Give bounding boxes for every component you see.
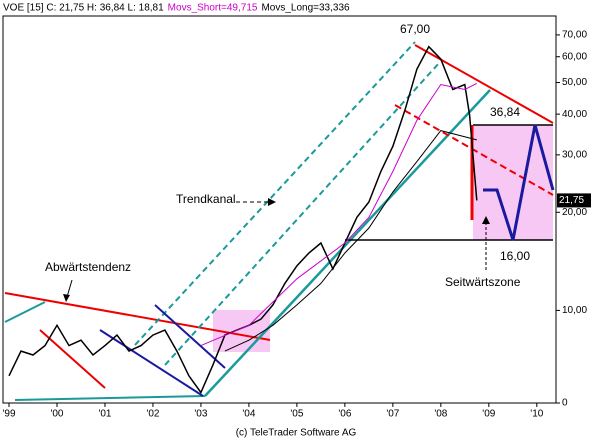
trend-line <box>14 395 206 401</box>
annotation: 36,84 <box>490 105 520 119</box>
trend-line <box>394 104 554 196</box>
y-tick-label: 60,00 <box>562 51 587 62</box>
y-tick-label: 40,00 <box>562 109 587 120</box>
plot-frame <box>2 15 557 404</box>
x-tick-label: '08 <box>434 409 447 420</box>
annotation: Trendkanal <box>176 192 236 206</box>
projection <box>483 124 555 241</box>
arrow-head <box>63 294 70 302</box>
y-tick-label: 50,00 <box>562 77 587 88</box>
arrow-head <box>268 198 276 206</box>
trend-line <box>4 292 271 341</box>
x-tick-label: '01 <box>98 409 111 420</box>
legend-entry: Movs_Long=33,336 <box>261 3 350 14</box>
price-line <box>200 82 478 347</box>
last-price-box <box>557 193 591 208</box>
drawings <box>4 41 555 401</box>
trend-line <box>204 89 491 397</box>
trend-line <box>4 301 46 323</box>
arrow <box>66 279 73 298</box>
trend-channel <box>134 41 416 346</box>
x-tick-label: '10 <box>530 409 543 420</box>
y-tick-label: 30,00 <box>562 150 587 161</box>
annotation: Abwärtstendenz <box>45 260 131 274</box>
x-tick-label: '06 <box>338 409 351 420</box>
annotation: 16,00 <box>500 249 530 263</box>
arrow-head <box>482 216 490 224</box>
price-line <box>224 130 477 352</box>
y-tick-label: 0 <box>562 398 568 409</box>
last-price-label: 21,75 <box>559 195 584 206</box>
legend: VOE [15] C: 21,75 H: 36,84 L: 18,81 Movs_… <box>3 3 350 14</box>
x-tick-label: '99 <box>2 409 15 420</box>
y-tick-label: 70,00 <box>562 30 587 41</box>
x-tick-label: '07 <box>386 409 399 420</box>
x-tick-label: '03 <box>194 409 207 420</box>
x-tick-label: '00 <box>50 409 63 420</box>
trend-line <box>414 44 554 124</box>
trend-line <box>39 329 106 389</box>
legend-entry: VOE [15] C: 21,75 H: 36,84 L: 18,81 <box>3 3 164 14</box>
footer: (c) TeleTrader Software AG <box>236 428 357 439</box>
y-tick-label: 10,00 <box>562 305 587 316</box>
x-tick-label: '02 <box>146 409 159 420</box>
x-tick-label: '05 <box>290 409 303 420</box>
trend-line <box>154 304 226 369</box>
y-tick-label: 20,00 <box>562 207 587 218</box>
trend-line <box>99 329 204 397</box>
legend-entry: Movs_Short=49,715 <box>168 3 258 14</box>
annotation: Seitwärtszone <box>445 275 521 289</box>
x-tick-label: '09 <box>482 409 495 420</box>
trend-channel <box>164 61 441 366</box>
x-tick-label: '04 <box>242 409 255 420</box>
annotation: 67,00 <box>400 22 430 36</box>
